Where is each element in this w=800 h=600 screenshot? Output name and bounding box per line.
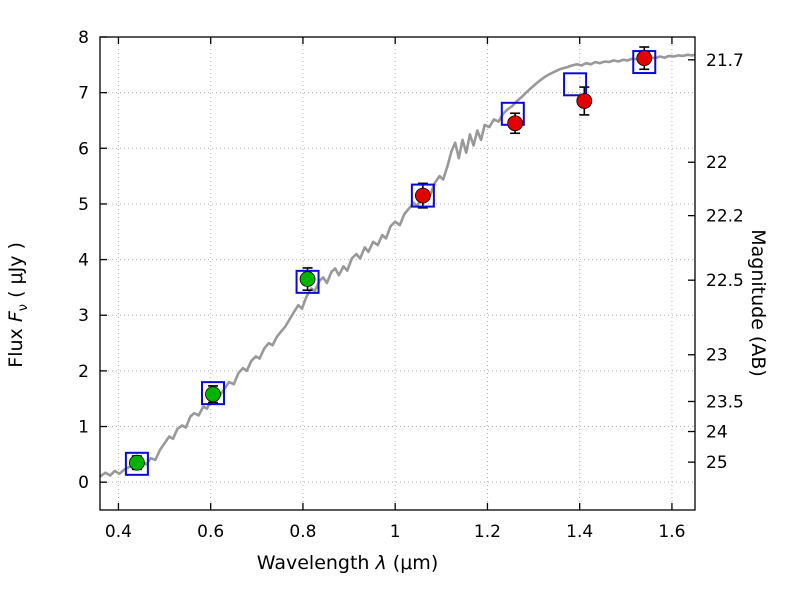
magnitude-tick-label: 24 xyxy=(706,423,728,443)
magnitude-tick-label: 23.5 xyxy=(706,392,744,412)
observed-point-red xyxy=(576,93,593,109)
observed-points xyxy=(128,50,653,471)
y-axis-label-text: Flux xyxy=(5,322,28,368)
model-photometry-square xyxy=(124,451,149,476)
y-axis-label-unit: ( μJy ) xyxy=(5,242,28,304)
y-tick-label: 3 xyxy=(78,306,89,326)
observed-point-green xyxy=(128,454,145,471)
nu-subscript: ν xyxy=(15,303,31,312)
x-tick-label: 1.2 xyxy=(474,522,501,542)
lambda-symbol: λ xyxy=(375,552,387,574)
model-photometry-square xyxy=(201,381,226,406)
model-spectrum-line xyxy=(99,53,696,478)
observed-point-green xyxy=(205,386,221,403)
magnitude-tick-label: 22 xyxy=(706,153,728,173)
y-tick-label: 7 xyxy=(78,84,89,104)
x-tick-label: 0.4 xyxy=(105,522,132,542)
y-tick-label: 4 xyxy=(78,251,89,271)
magnitude-tick-label: 23 xyxy=(706,346,728,366)
x-axis-label-unit: (μm) xyxy=(386,552,439,574)
x-tick-label: 1.4 xyxy=(566,522,593,542)
observed-point-green xyxy=(299,271,316,287)
model-photometry-square xyxy=(563,72,588,97)
plot-frame xyxy=(99,36,696,511)
x-axis: 0.4 0.6 0.8 1 1.2 1.4 1.6 xyxy=(105,37,685,542)
y-tick-label: 0 xyxy=(78,473,89,493)
right-axis: 21.7 22 22.2 22.5 23 23.5 24 25 xyxy=(688,51,744,473)
y-axis: 0 1 2 3 4 5 6 7 8 xyxy=(78,28,107,493)
x-tick-label: 0.8 xyxy=(289,522,316,542)
frame xyxy=(99,36,696,511)
x-tick-label: 1 xyxy=(390,522,401,542)
observed-point-red xyxy=(507,115,524,132)
y-axis-label: Flux Fν ( μJy ) xyxy=(5,75,31,535)
y-tick-label: 1 xyxy=(78,418,89,438)
x-tick-label: 1.6 xyxy=(658,522,685,542)
x-tick-label: 0.6 xyxy=(197,522,224,542)
observed-point-red xyxy=(414,187,431,204)
y-tick-label: 5 xyxy=(78,195,89,215)
model-photometry-square xyxy=(295,269,320,294)
y-tick-label: 6 xyxy=(78,139,89,159)
magnitude-tick-label: 22.2 xyxy=(706,207,744,227)
grid-lines xyxy=(100,36,695,510)
x-axis-label: Wavelength λ (μm) xyxy=(0,552,695,574)
right-axis-label: Magnitude (AB) xyxy=(747,229,769,377)
model-photometry-squares xyxy=(124,50,657,476)
model-photometry-square xyxy=(410,183,435,208)
magnitude-tick-label: 22.5 xyxy=(706,271,744,291)
observed-point-red xyxy=(636,50,653,67)
magnitude-tick-label: 25 xyxy=(706,453,728,473)
y-tick-label: 8 xyxy=(78,28,89,48)
flux-symbol: F xyxy=(5,311,28,323)
magnitude-tick-label: 21.7 xyxy=(706,51,744,71)
x-axis-label-text: Wavelength xyxy=(256,552,376,574)
spectrum-polyline xyxy=(99,53,696,478)
y-tick-label: 2 xyxy=(78,362,89,382)
